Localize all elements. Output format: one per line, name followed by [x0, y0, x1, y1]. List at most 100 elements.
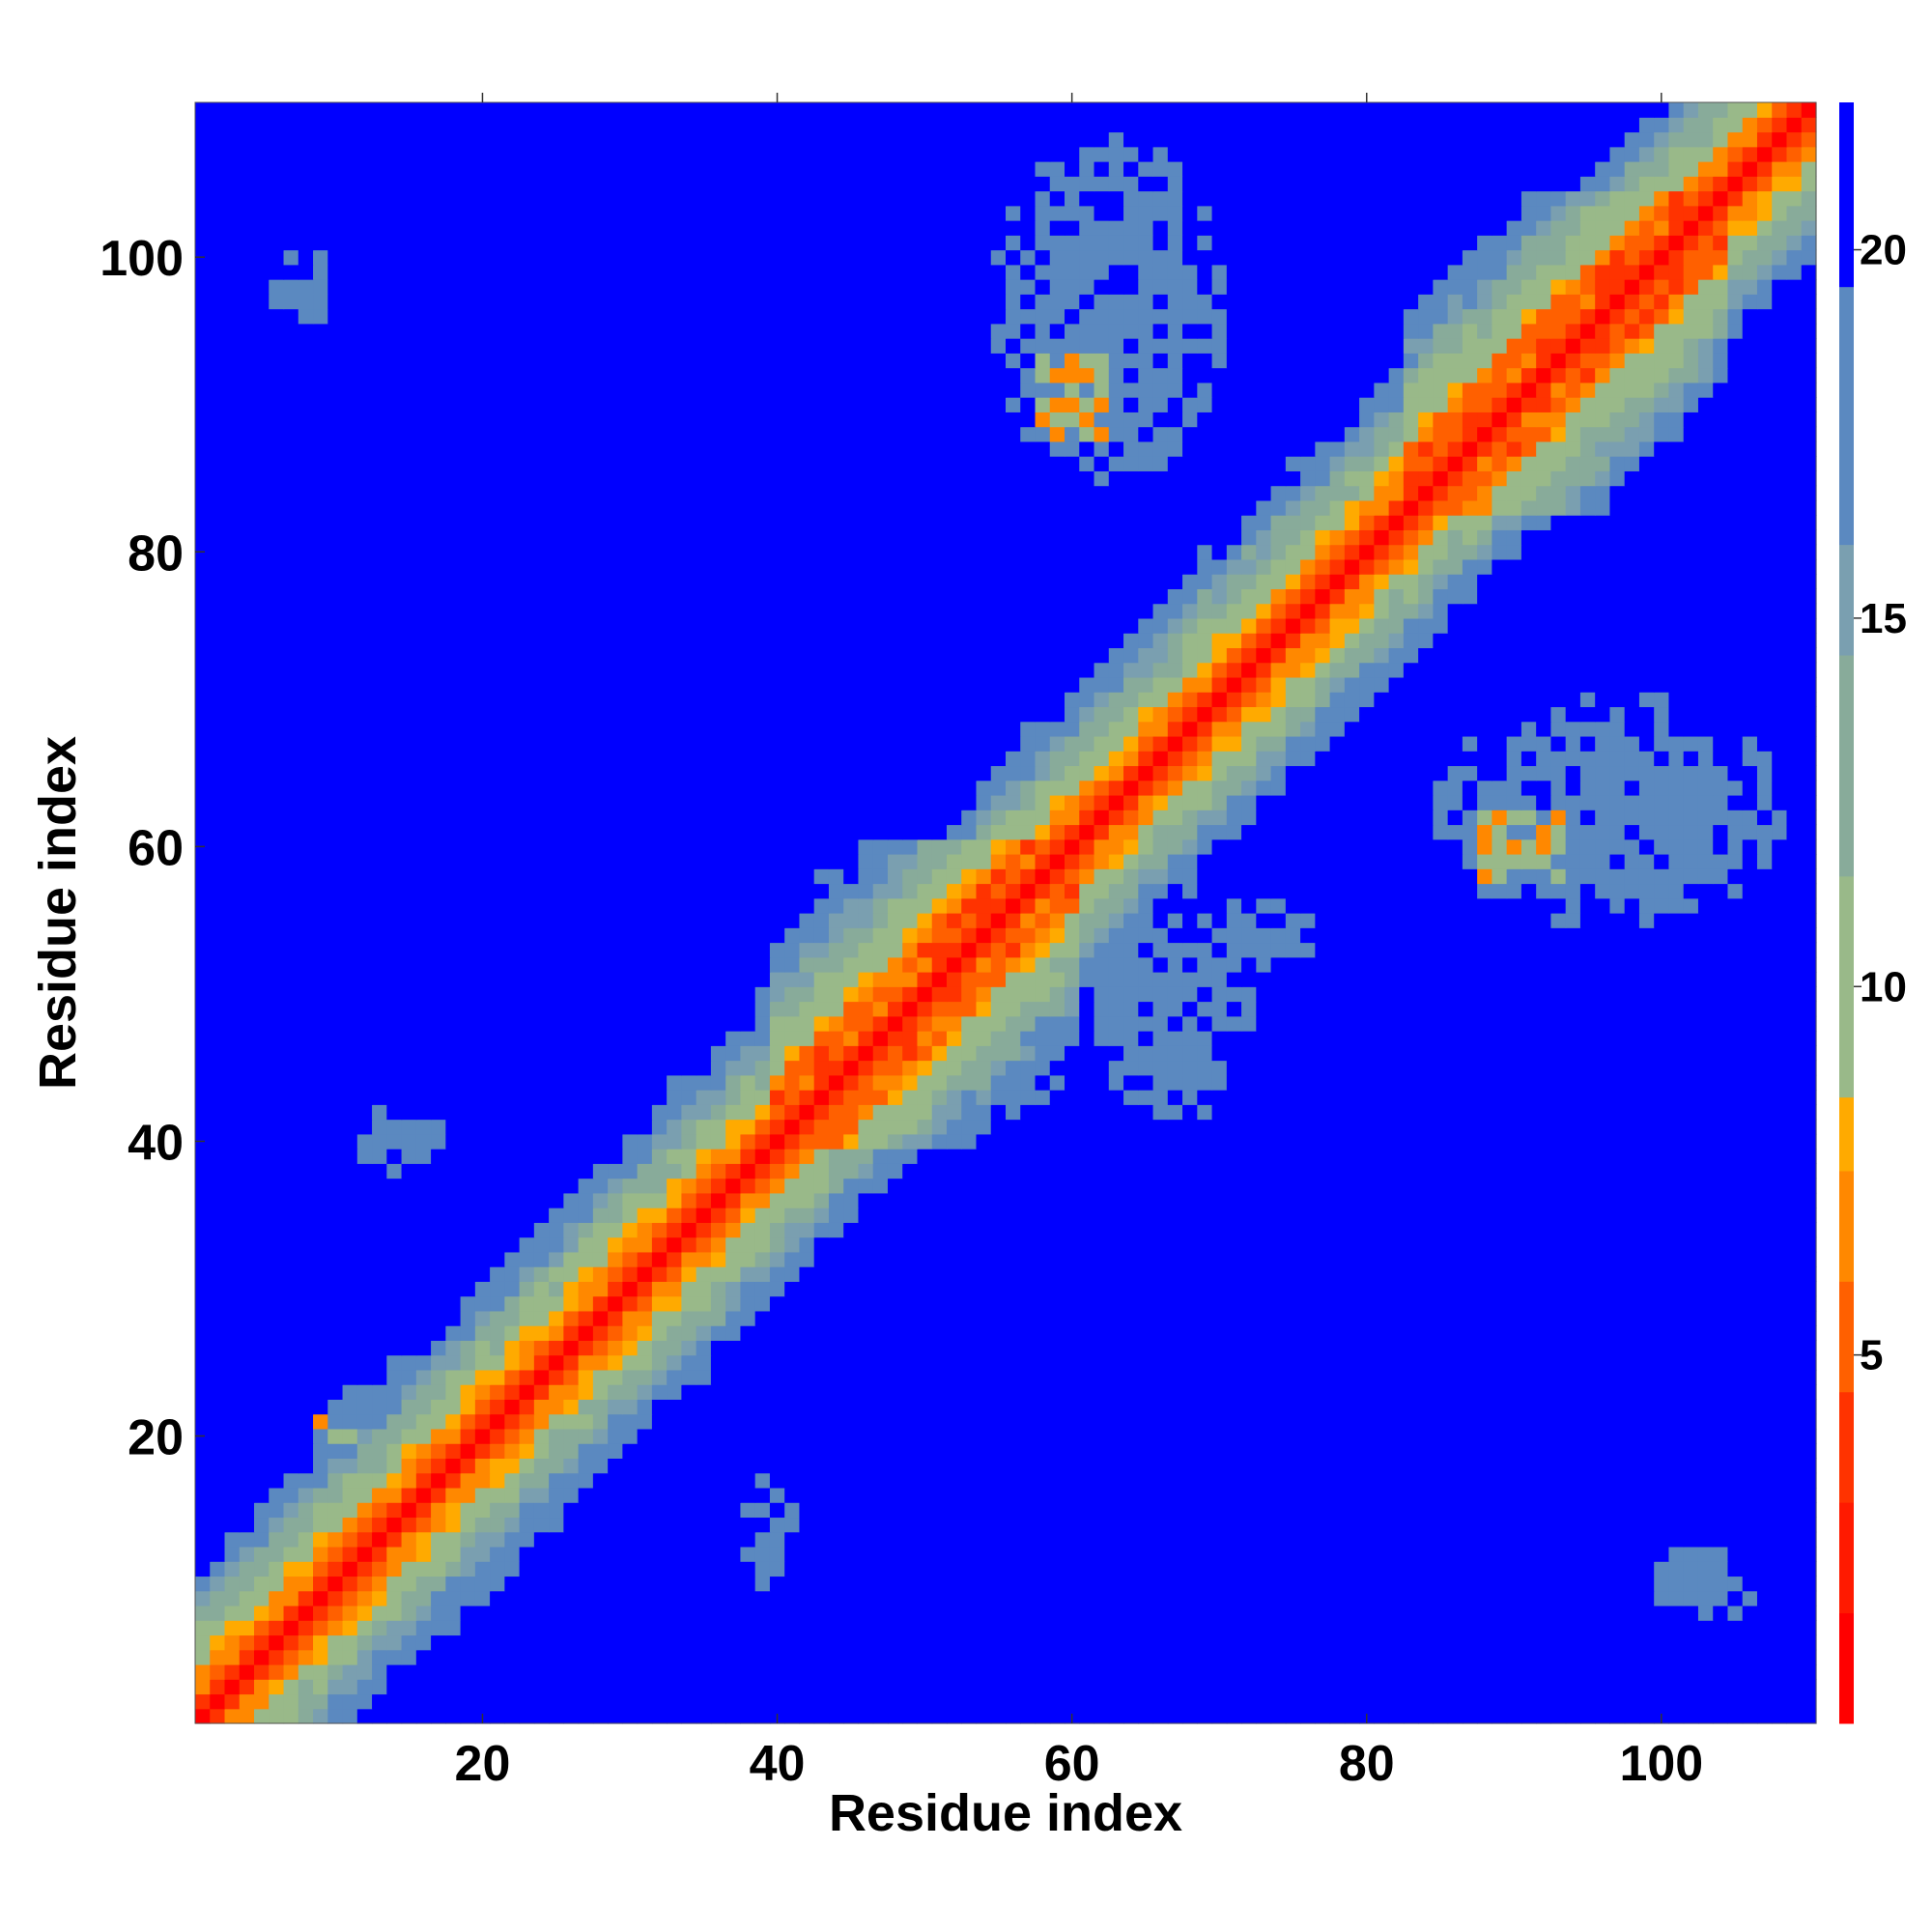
heatmap-cell: [1182, 1192, 1198, 1208]
heatmap-cell: [1329, 1133, 1346, 1150]
heatmap-cell: [1108, 1133, 1124, 1150]
heatmap-cell: [195, 1325, 211, 1341]
heatmap-cell: [313, 1340, 328, 1356]
heatmap-cell: [372, 1428, 387, 1444]
heatmap-cell: [828, 1620, 844, 1636]
heatmap-cell: [1315, 1090, 1331, 1105]
heatmap-cell: [592, 1295, 609, 1312]
heatmap-cell: [1094, 1649, 1110, 1665]
heatmap-cell: [1270, 1090, 1287, 1105]
heatmap-cell: [1374, 1384, 1390, 1400]
heatmap-cell: [298, 1236, 314, 1253]
heatmap-cell: [637, 1104, 653, 1121]
heatmap-cell: [1094, 1605, 1110, 1621]
heatmap-cell: [1638, 1561, 1655, 1577]
heatmap-cell: [1138, 1458, 1154, 1474]
heatmap-cell: [1418, 1634, 1434, 1651]
heatmap-cell: [327, 1266, 344, 1282]
heatmap-cell: [843, 1649, 860, 1665]
heatmap-cell: [1049, 1502, 1065, 1519]
heatmap-cell: [1742, 1251, 1758, 1267]
heatmap-cell: [1786, 1531, 1803, 1548]
heatmap-cell: [1462, 1090, 1478, 1105]
heatmap-cell: [769, 1340, 785, 1356]
heatmap-cell: [1182, 1340, 1198, 1356]
heatmap-cell: [1049, 1399, 1065, 1415]
heatmap-cell: [1713, 1517, 1729, 1533]
heatmap-cell: [474, 1458, 491, 1474]
heatmap-cell: [372, 1149, 387, 1164]
heatmap-cell: [239, 1310, 255, 1326]
heatmap-cell: [1152, 1517, 1169, 1533]
heatmap-cell: [1300, 1310, 1316, 1326]
heatmap-cell: [740, 1060, 756, 1076]
heatmap-cell: [681, 1443, 697, 1460]
heatmap-cell: [313, 1325, 328, 1341]
heatmap-cell: [254, 1693, 270, 1710]
heatmap-cell: [1742, 1222, 1758, 1238]
heatmap-cell: [1108, 1090, 1124, 1105]
heatmap-cell: [519, 1531, 535, 1548]
heatmap-cell: [474, 1208, 491, 1223]
heatmap-cell: [1418, 1458, 1434, 1474]
heatmap-cell: [872, 1222, 889, 1238]
heatmap-cell: [608, 1074, 623, 1091]
heatmap-cell: [887, 1295, 903, 1312]
heatmap-cell: [1565, 1060, 1581, 1076]
heatmap-cell: [563, 1251, 580, 1267]
heatmap-cell: [1433, 1178, 1449, 1194]
heatmap-cell: [769, 1133, 785, 1150]
heatmap-cell: [681, 1236, 697, 1253]
heatmap-cell: [1492, 1531, 1508, 1548]
heatmap-cell: [1756, 1236, 1773, 1253]
heatmap-cell: [1492, 1149, 1508, 1164]
heatmap-cell: [1595, 1208, 1611, 1223]
heatmap-cell: [622, 1340, 639, 1356]
heatmap-cell: [651, 1399, 668, 1415]
heatmap-cell: [342, 1104, 358, 1121]
heatmap-cell: [1462, 1208, 1478, 1223]
heatmap-cell: [1006, 1679, 1021, 1695]
heatmap-cell: [1108, 1384, 1124, 1400]
heatmap-cell: [1285, 1369, 1301, 1385]
heatmap-cell: [254, 1354, 270, 1371]
heatmap-cell: [961, 1222, 978, 1238]
heatmap-cell: [1374, 1708, 1390, 1724]
heatmap-cell: [460, 1472, 476, 1489]
heatmap-cell: [239, 1620, 255, 1636]
heatmap-cell: [1506, 1192, 1522, 1208]
heatmap-cell: [415, 1251, 432, 1267]
heatmap-cell: [1565, 1163, 1581, 1179]
heatmap-cell: [1315, 1634, 1331, 1651]
heatmap-cell: [460, 1340, 476, 1356]
heatmap-cell: [490, 1663, 505, 1680]
heatmap-cell: [1315, 1133, 1331, 1150]
heatmap-cell: [1285, 1693, 1301, 1710]
heatmap-cell: [254, 1222, 270, 1238]
heatmap-cell: [1270, 1472, 1287, 1489]
heatmap-cell: [710, 1310, 726, 1326]
heatmap-cell: [1433, 1251, 1449, 1267]
heatmap-cell: [1492, 1693, 1508, 1710]
heatmap-cell: [1241, 1074, 1257, 1091]
heatmap-cell: [843, 1090, 860, 1105]
heatmap-cell: [946, 1281, 962, 1297]
heatmap-cell: [519, 1074, 535, 1091]
heatmap-cell: [799, 1119, 815, 1135]
heatmap-cell: [608, 1517, 623, 1533]
heatmap-cell: [1786, 1369, 1803, 1385]
heatmap-cell: [1108, 1399, 1124, 1415]
heatmap-cell: [1654, 1163, 1670, 1179]
heatmap-cell: [1388, 1561, 1405, 1577]
heatmap-cell: [1683, 1281, 1699, 1297]
heatmap-cell: [460, 1634, 476, 1651]
heatmap-cell: [1742, 1354, 1758, 1371]
heatmap-cell: [327, 1634, 344, 1651]
heatmap-cell: [386, 1649, 403, 1665]
heatmap-cell: [1727, 1236, 1744, 1253]
heatmap-cell: [961, 1281, 978, 1297]
heatmap-cell: [961, 1413, 978, 1430]
heatmap-cell: [401, 1531, 417, 1548]
heatmap-cell: [533, 1590, 550, 1606]
heatmap-cell: [1756, 1517, 1773, 1533]
